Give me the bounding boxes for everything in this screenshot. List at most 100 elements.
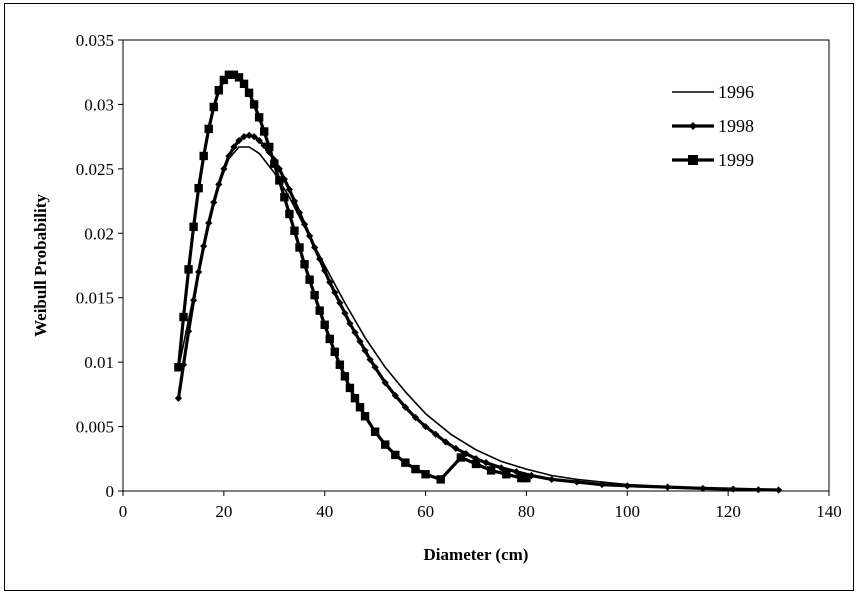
data-point-1999 xyxy=(335,360,345,369)
data-point-1999 xyxy=(325,334,334,344)
data-point-1998 xyxy=(442,438,450,446)
data-point-1998 xyxy=(300,220,309,228)
data-point-1998 xyxy=(356,337,364,346)
y-tick-label: 0.005 xyxy=(76,418,114,437)
data-point-1998 xyxy=(280,175,288,183)
data-point-1998 xyxy=(421,422,430,431)
data-point-1998 xyxy=(331,288,339,297)
data-point-1999 xyxy=(270,159,279,168)
plot-area xyxy=(122,39,830,492)
data-point-1998 xyxy=(200,242,208,250)
data-point-1998 xyxy=(184,327,193,335)
y-tick-label: 0.01 xyxy=(84,353,114,372)
data-point-1999 xyxy=(275,176,284,185)
data-point-1999 xyxy=(471,459,481,469)
data-point-1999 xyxy=(305,275,314,284)
data-point-1998 xyxy=(432,430,440,438)
data-point-1998 xyxy=(497,464,505,472)
data-point-1999 xyxy=(249,100,259,109)
y-tick-label: 0.025 xyxy=(76,160,114,179)
data-point-1998 xyxy=(401,403,409,411)
data-point-1998 xyxy=(452,444,460,453)
y-tick-label: 0.03 xyxy=(84,95,114,114)
data-point-1998 xyxy=(316,255,324,263)
y-axis-title: Weibull Probability xyxy=(31,194,50,337)
data-point-1999 xyxy=(265,142,274,152)
data-point-1998 xyxy=(573,478,581,486)
data-point-1999 xyxy=(260,127,269,136)
x-tick-label: 120 xyxy=(715,502,741,521)
data-point-1998 xyxy=(230,143,238,151)
data-point-1999 xyxy=(224,70,234,79)
legend-marker-1999 xyxy=(688,155,698,165)
data-point-1998 xyxy=(346,319,354,328)
data-point-1999 xyxy=(189,222,198,232)
data-point-1998 xyxy=(311,243,319,252)
chart-frame xyxy=(4,3,854,591)
data-point-1999 xyxy=(355,403,365,412)
legend-label-1998: 1998 xyxy=(718,116,754,136)
legend-label-1999: 1999 xyxy=(718,150,754,170)
data-point-1998 xyxy=(195,268,203,276)
x-tick-label: 0 xyxy=(119,502,128,521)
series-line-1996 xyxy=(177,146,779,491)
data-point-1998 xyxy=(548,475,556,484)
y-tick-label: 0.02 xyxy=(84,224,114,243)
data-point-1998 xyxy=(305,232,314,240)
data-point-1998 xyxy=(623,482,631,490)
data-point-1998 xyxy=(275,165,283,173)
legend-marker-1998 xyxy=(689,122,697,130)
data-point-1999 xyxy=(517,473,526,483)
data-point-1998 xyxy=(512,468,520,476)
data-point-1998 xyxy=(326,278,334,286)
data-point-1998 xyxy=(336,299,344,307)
data-point-1998 xyxy=(598,480,606,489)
x-tick-label: 140 xyxy=(816,502,842,521)
data-point-1999 xyxy=(244,88,254,98)
y-tick-label: 0 xyxy=(106,482,115,501)
y-tick-label: 0.015 xyxy=(76,289,114,308)
data-point-1998 xyxy=(245,131,253,139)
data-point-1998 xyxy=(210,198,218,206)
data-point-1999 xyxy=(214,86,224,95)
x-tick-label: 20 xyxy=(215,502,232,521)
data-point-1998 xyxy=(351,328,359,337)
data-point-1999 xyxy=(285,209,294,219)
data-point-1998 xyxy=(664,483,672,491)
data-point-1998 xyxy=(366,355,374,364)
data-point-1998 xyxy=(290,197,299,205)
data-point-1999 xyxy=(421,470,430,479)
series-1998 xyxy=(174,131,783,494)
x-tick-label: 40 xyxy=(316,502,333,521)
x-tick-label: 60 xyxy=(417,502,434,521)
data-point-1999 xyxy=(295,243,304,252)
data-point-1998 xyxy=(250,133,258,141)
data-point-1999 xyxy=(229,70,239,79)
data-point-1998 xyxy=(240,133,248,141)
x-axis-title: Diameter (cm) xyxy=(424,545,529,564)
data-point-1999 xyxy=(280,193,289,202)
data-point-1999 xyxy=(310,290,319,300)
data-point-1998 xyxy=(205,219,213,227)
data-point-1998 xyxy=(174,394,183,402)
data-point-1999 xyxy=(330,347,339,357)
data-point-1998 xyxy=(754,486,762,494)
data-point-1999 xyxy=(522,473,531,483)
data-point-1999 xyxy=(345,383,355,393)
data-point-1999 xyxy=(290,226,299,235)
data-point-1998 xyxy=(411,413,420,422)
data-point-1998 xyxy=(285,185,294,194)
data-point-1999 xyxy=(381,440,390,449)
data-point-1999 xyxy=(360,412,370,421)
data-point-1999 xyxy=(234,73,244,82)
x-tick-label: 80 xyxy=(518,502,535,521)
data-point-1999 xyxy=(219,75,229,85)
data-point-1999 xyxy=(300,260,309,269)
data-point-1999 xyxy=(254,113,264,122)
data-point-1998 xyxy=(225,152,233,160)
data-point-1998 xyxy=(391,392,399,400)
data-point-1999 xyxy=(350,394,360,403)
data-point-1998 xyxy=(774,486,783,494)
data-point-1998 xyxy=(321,267,329,275)
data-point-1998 xyxy=(371,363,379,371)
